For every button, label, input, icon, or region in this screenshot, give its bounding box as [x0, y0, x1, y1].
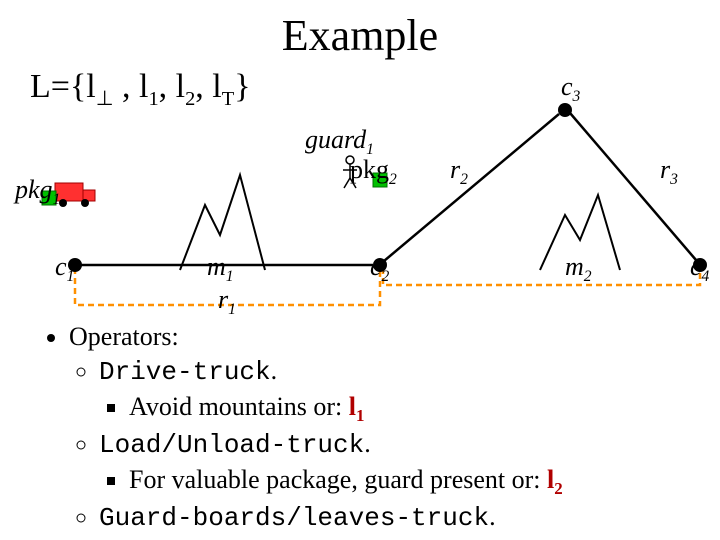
l2-sub: 2 [554, 479, 562, 498]
bullet-operators: Operators: Drive-truck. Avoid mountains … [69, 320, 563, 536]
label-r2-sub: 2 [460, 171, 468, 188]
bullet-avoid-text: Avoid mountains or: [129, 392, 349, 421]
label-pkg1-sub: 1 [53, 191, 61, 208]
label-r1: r1 [218, 285, 236, 319]
bullet-guardop-code: Guard-boards/leaves-truck [99, 503, 489, 533]
label-m2: m2 [565, 252, 592, 286]
label-r3: r3 [660, 155, 678, 189]
label-r2: r2 [450, 155, 468, 189]
label-pkg1: pkg1 [15, 175, 60, 209]
bullet-drive-tail: . [271, 356, 278, 385]
l2-red: l2 [547, 465, 563, 494]
bullet-avoid: Avoid mountains or: l1 [129, 390, 563, 427]
label-r2-text: r [450, 155, 460, 184]
label-c4: c4 [690, 252, 709, 286]
label-pkg1-text: pkg [15, 175, 53, 204]
road-c2-c4-dashed [383, 268, 700, 285]
slide-title: Example [0, 10, 720, 61]
route-diagram [0, 60, 720, 320]
label-pkg2: pkg2 [350, 155, 397, 189]
bullet-load: Load/Unload-truck. For valuable package,… [99, 427, 563, 500]
bullet-drive-code: Drive-truck [99, 357, 271, 387]
label-guard-text: guard [305, 125, 366, 154]
road-r2 [384, 114, 559, 261]
l1-text: l [349, 392, 356, 421]
label-m2-text: m [565, 252, 584, 281]
bullet-load-code: Load/Unload-truck [99, 430, 364, 460]
label-pkg2-sub: 2 [389, 171, 397, 188]
label-c4-text: c [690, 252, 702, 281]
label-c3-sub: 3 [573, 88, 581, 105]
bullet-load-tail: . [364, 429, 371, 458]
label-c2-text: c [370, 252, 382, 281]
label-r1-text: r [218, 285, 228, 314]
label-c3: c3 [561, 72, 580, 106]
label-r3-text: r [660, 155, 670, 184]
bullet-valuable-text: For valuable package, guard present or: [129, 465, 547, 494]
label-m1-text: m [207, 252, 226, 281]
label-pkg2-text: pkg [350, 155, 389, 184]
label-m2-sub: 2 [584, 268, 592, 285]
bullet-guardop: Guard-boards/leaves-truck. [99, 500, 563, 536]
operator-bullets: Operators: Drive-truck. Avoid mountains … [45, 320, 563, 536]
bullet-drive: Drive-truck. Avoid mountains or: l1 [99, 354, 563, 427]
label-c1-text: c [55, 252, 67, 281]
label-r3-sub: 3 [670, 171, 678, 188]
label-c2-sub: 2 [382, 268, 390, 285]
l1-sub: 1 [356, 406, 364, 425]
bullet-guardop-tail: . [489, 502, 496, 531]
label-c2: c2 [370, 252, 389, 286]
label-c1: c1 [55, 252, 74, 286]
bullet-valuable: For valuable package, guard present or: … [129, 463, 563, 500]
label-c4-sub: 4 [702, 268, 710, 285]
label-c3-text: c [561, 72, 573, 101]
label-c1-sub: 1 [67, 268, 75, 285]
slide-root: Example L={l⊥ , l1, l2, lT} [0, 0, 720, 540]
bullet-operators-text: Operators: [69, 322, 179, 351]
label-m1: m1 [207, 252, 234, 286]
label-r1-sub: 1 [228, 301, 236, 318]
label-m1-sub: 1 [226, 268, 234, 285]
l1-red: l1 [349, 392, 365, 421]
truck-icon [55, 183, 95, 207]
